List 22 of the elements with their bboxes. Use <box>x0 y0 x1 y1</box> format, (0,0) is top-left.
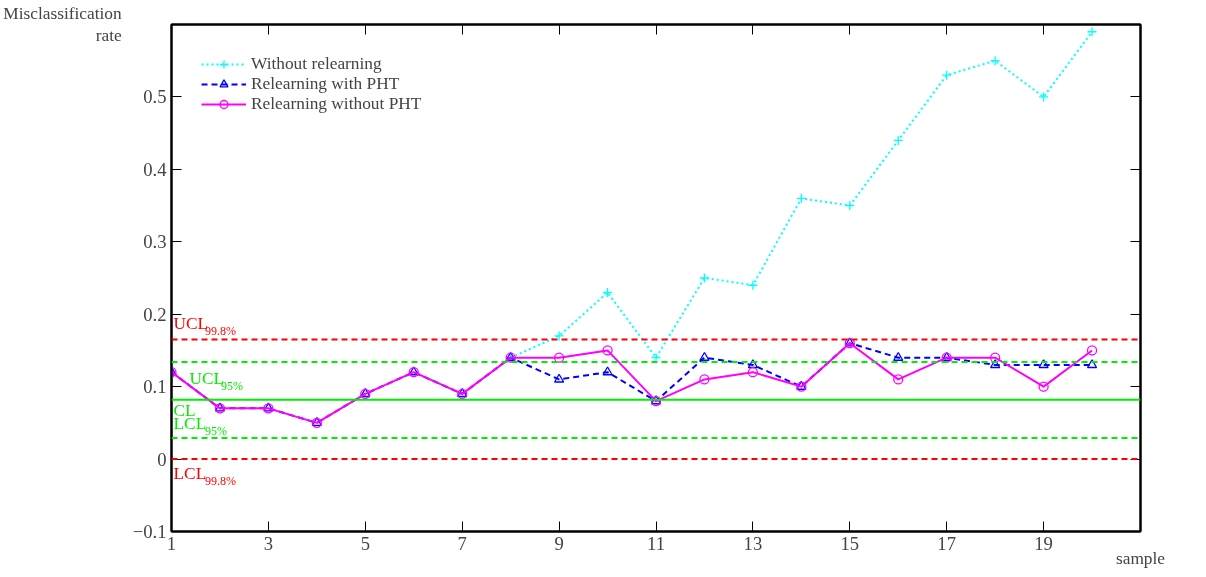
y-tick-label: −0.1 <box>132 521 167 542</box>
y-tick-label: 0.5 <box>143 86 167 108</box>
legend-label: Without relearning <box>251 54 382 74</box>
x-tick-label: 19 <box>1034 532 1053 554</box>
y-tick-label: 0.3 <box>143 231 167 253</box>
x-tick-label: 5 <box>360 532 370 554</box>
x-tick-label: 1 <box>166 532 177 554</box>
x-tick-label: 11 <box>647 532 665 554</box>
x-tick-label: 7 <box>457 532 467 554</box>
x-axis-title: sample <box>1115 548 1166 568</box>
x-tick-label: 17 <box>937 532 957 554</box>
x-tick-label: 3 <box>263 532 274 554</box>
y-tick-label: 0.2 <box>143 303 167 325</box>
x-tick-label: 15 <box>840 532 860 554</box>
y-axis-title: Misclassification rate <box>3 3 122 46</box>
y-tick-label: 0.1 <box>143 376 167 398</box>
y-tick-label: 0.4 <box>143 158 168 180</box>
x-tick-label: 13 <box>743 532 763 554</box>
y-tick-label: 0 <box>157 448 167 470</box>
x-tick-label: 9 <box>554 532 564 554</box>
legend-label: Relearning without PHT <box>251 94 422 114</box>
legend-label: Relearning with PHT <box>251 74 400 94</box>
